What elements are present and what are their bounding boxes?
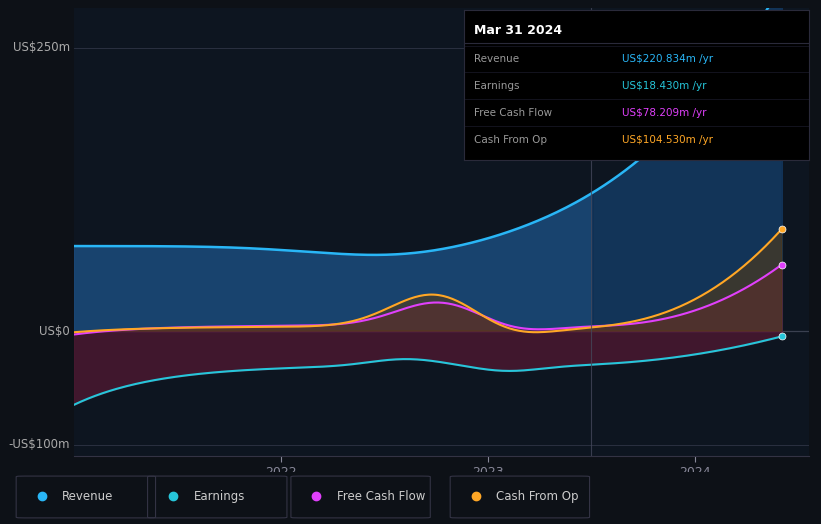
- Text: US$18.430m /yr: US$18.430m /yr: [622, 81, 707, 91]
- Text: Revenue: Revenue: [475, 54, 520, 64]
- Text: Earnings: Earnings: [194, 490, 245, 503]
- Text: Cash From Op: Cash From Op: [497, 490, 579, 503]
- Text: Free Cash Flow: Free Cash Flow: [337, 490, 425, 503]
- Text: Mar 31 2024: Mar 31 2024: [475, 24, 562, 37]
- Text: Past: Past: [773, 34, 798, 47]
- Text: US$78.209m /yr: US$78.209m /yr: [622, 108, 707, 118]
- Text: Cash From Op: Cash From Op: [475, 135, 548, 145]
- Text: US$104.530m /yr: US$104.530m /yr: [622, 135, 713, 145]
- Text: -US$100m: -US$100m: [9, 438, 71, 451]
- Text: Revenue: Revenue: [62, 490, 114, 503]
- Text: US$220.834m /yr: US$220.834m /yr: [622, 54, 713, 64]
- Text: Earnings: Earnings: [475, 81, 520, 91]
- Text: US$250m: US$250m: [13, 41, 71, 54]
- Text: US$0: US$0: [39, 324, 71, 337]
- Text: Free Cash Flow: Free Cash Flow: [475, 108, 553, 118]
